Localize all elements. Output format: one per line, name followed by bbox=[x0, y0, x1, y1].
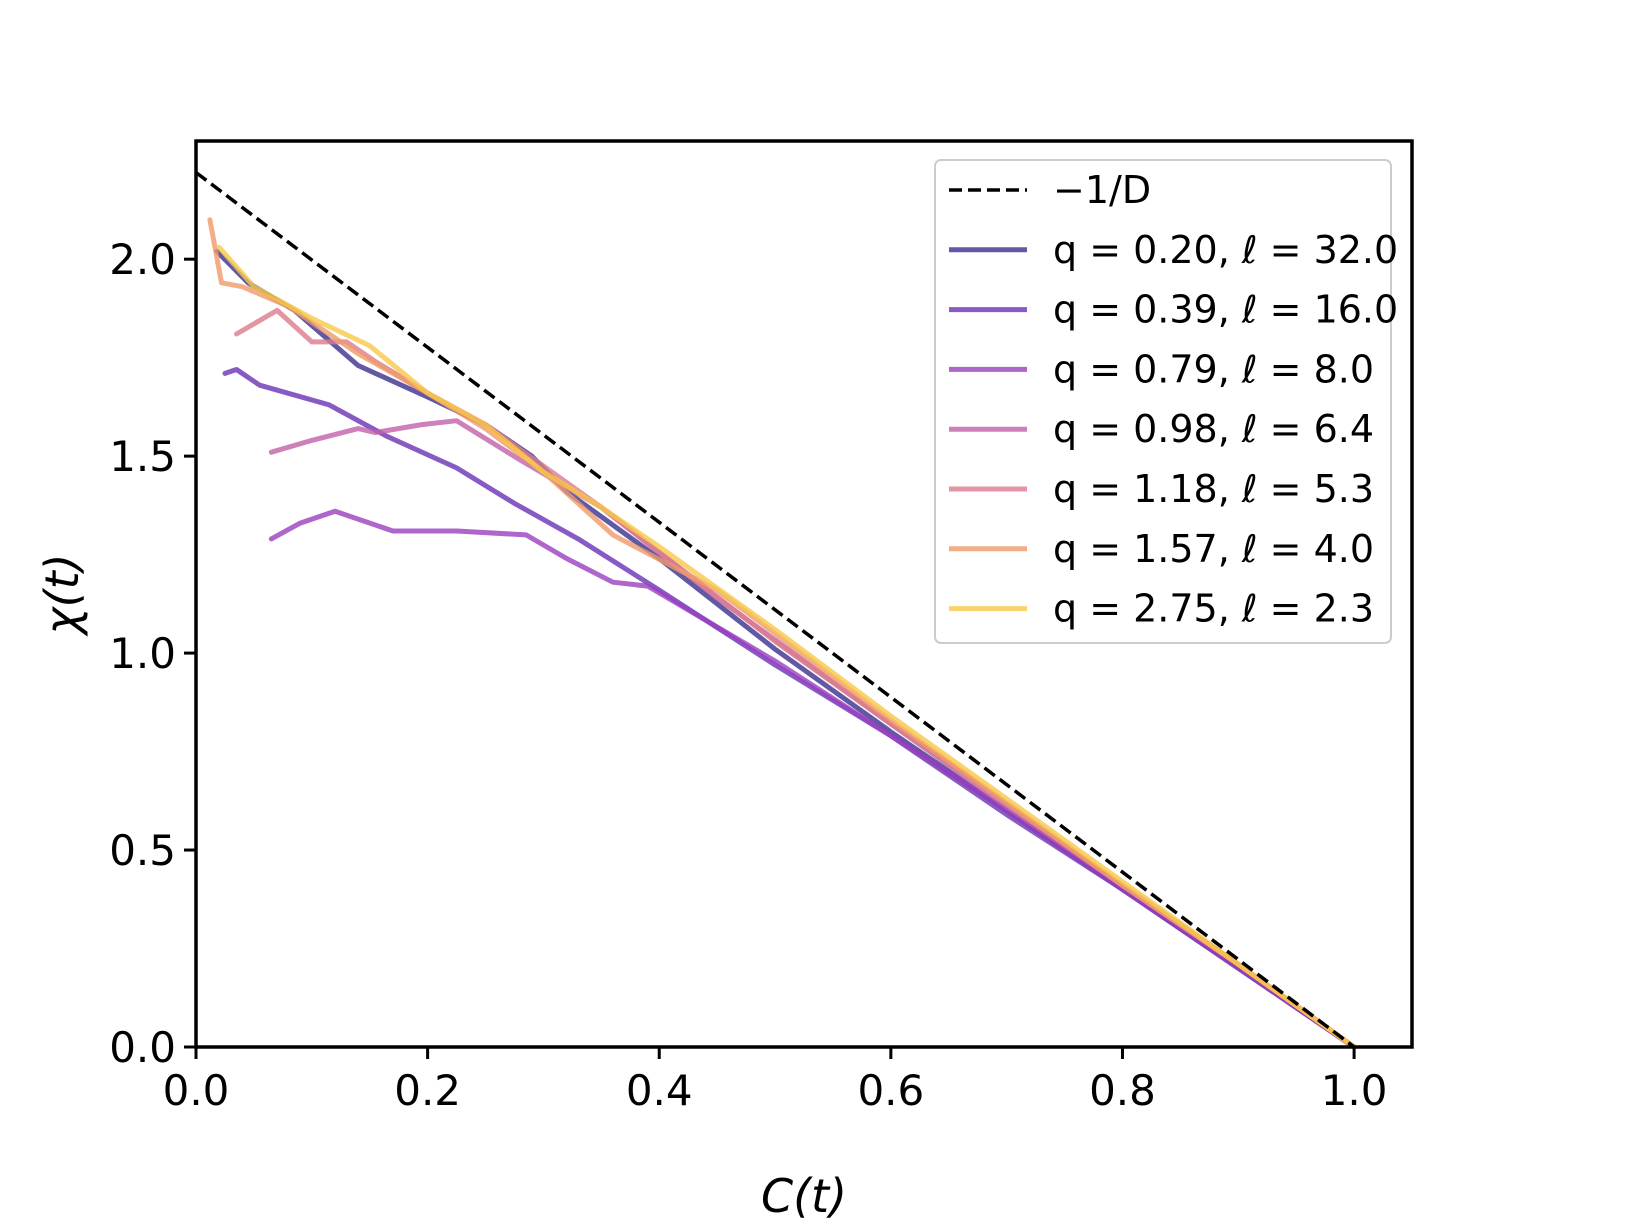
x-tick-label: 0.0 bbox=[163, 1066, 230, 1115]
plot-frame bbox=[194, 139, 1414, 1049]
legend-box bbox=[934, 159, 1392, 644]
y-tick-label: 2.0 bbox=[109, 235, 176, 284]
legend-label-0: −1/D bbox=[1053, 168, 1151, 212]
y-axis-label: χ(t) bbox=[35, 553, 89, 637]
ticks-layer: 0.0 0.2 0.4 0.6 0.8 1.0 0.0 0.5 1.0 1.5 2.0 bbox=[109, 235, 1387, 1115]
x-tick-label: 0.6 bbox=[857, 1066, 924, 1115]
x-tick-label: 1.0 bbox=[1321, 1066, 1388, 1115]
legend-label-2: q = 0.39, ℓ = 16.0 bbox=[1053, 288, 1398, 332]
legend-label-6: q = 1.57, ℓ = 4.0 bbox=[1053, 527, 1374, 571]
y-tick-label: 1.0 bbox=[109, 629, 176, 678]
y-tick-label: 0.0 bbox=[109, 1023, 176, 1072]
legend-items: −1/D q = 0.20, ℓ = 32.0 q = 0.39, ℓ = 16.0… bbox=[949, 168, 1398, 631]
series-layer bbox=[207, 217, 1357, 1050]
series-line-2 bbox=[268, 508, 1357, 1050]
x-tick-label: 0.2 bbox=[394, 1066, 461, 1115]
reference-line bbox=[194, 171, 1356, 1049]
reference-layer bbox=[194, 171, 1356, 1049]
series-line-6 bbox=[216, 244, 1357, 1050]
legend-label-4: q = 0.98, ℓ = 6.4 bbox=[1053, 407, 1374, 451]
legend-label-1: q = 0.20, ℓ = 32.0 bbox=[1053, 228, 1398, 272]
y-tick-label: 1.5 bbox=[109, 432, 176, 481]
legend-label-3: q = 0.79, ℓ = 8.0 bbox=[1053, 347, 1374, 391]
legend-label-7: q = 2.75, ℓ = 2.3 bbox=[1053, 587, 1374, 631]
legend: −1/D q = 0.20, ℓ = 32.0 q = 0.39, ℓ = 16.0… bbox=[934, 159, 1398, 644]
x-tick-label: 0.8 bbox=[1089, 1066, 1156, 1115]
x-axis-label: C(t) bbox=[761, 1169, 847, 1220]
legend-label-5: q = 1.18, ℓ = 5.3 bbox=[1053, 467, 1374, 511]
x-tick-label: 0.4 bbox=[626, 1066, 693, 1115]
y-tick-label: 0.5 bbox=[109, 826, 176, 875]
